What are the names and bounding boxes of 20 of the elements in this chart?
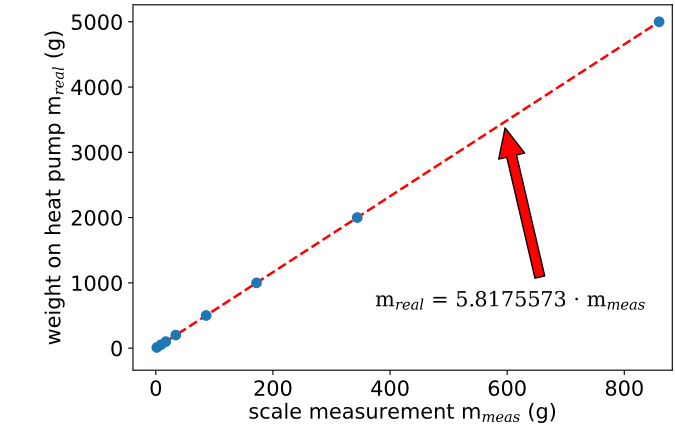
y-tick-label: 5000 — [72, 14, 122, 30]
x-axis-title: scale measurement m$_{meas}$ (g) — [249, 402, 556, 423]
point — [654, 16, 664, 28]
y-tick-label: 0 — [111, 340, 122, 356]
point — [170, 330, 182, 340]
y-axis-title: weight on heat pump m$_{real}$ (g) — [44, 32, 65, 345]
x-tick-label: 200 — [254, 380, 292, 396]
y-tick-label: 3000 — [72, 144, 122, 161]
x-tick-label: 600 — [488, 380, 526, 396]
y-tick-label: 4000 — [71, 80, 122, 96]
point — [352, 212, 363, 223]
annotation: m$_{real}$ = 5.8175573 · m$_{meas}$ — [376, 290, 645, 310]
point — [251, 278, 262, 288]
y-tick-label: 2000 — [72, 210, 122, 226]
point — [200, 310, 212, 321]
y-tick-label: 1000 — [72, 275, 122, 292]
x-tick-label: 800 — [606, 380, 643, 396]
x-tick-label: 400 — [371, 380, 409, 396]
point — [160, 336, 172, 347]
x-tick-label: 0 — [150, 380, 162, 396]
